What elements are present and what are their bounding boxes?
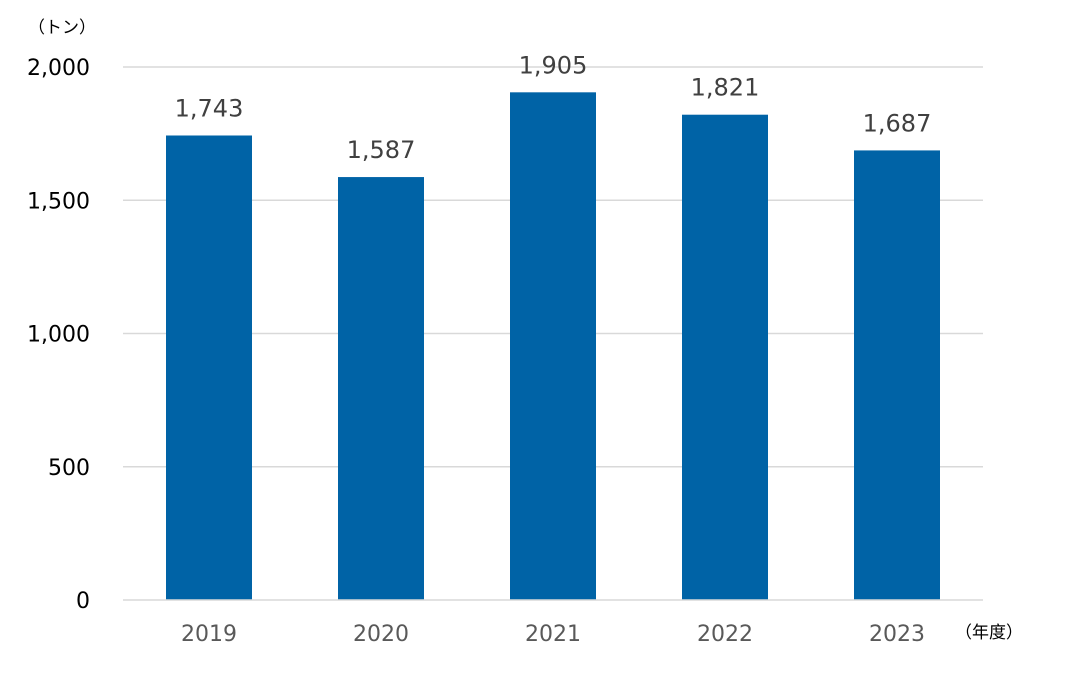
bar-2022: [682, 114, 768, 601]
x-tick-label-2020: 2020: [353, 622, 409, 647]
bar-2019: [166, 135, 252, 601]
bar-2023: [854, 150, 940, 601]
bars: [166, 92, 940, 601]
bar-2020: [338, 177, 424, 600]
x-axis-ticks: 2019 2020 2021 2022 2023: [181, 622, 925, 647]
data-label-2021: 1,905: [519, 51, 588, 79]
bar-2021: [510, 92, 596, 600]
x-tick-label-2019: 2019: [181, 622, 237, 647]
x-tick-label-2021: 2021: [525, 622, 581, 647]
x-axis-unit-label: （年度）: [955, 623, 1023, 643]
data-label-2020: 1,587: [347, 136, 416, 164]
data-label-2023: 1,687: [863, 109, 932, 137]
x-tick-label-2022: 2022: [697, 622, 753, 647]
y-tick-label: 2,000: [27, 56, 90, 81]
y-tick-label: 1,000: [27, 323, 90, 348]
data-labels: 1,743 1,587 1,905 1,821 1,687: [175, 51, 932, 164]
data-label-2019: 1,743: [175, 94, 244, 122]
y-tick-label: 1,500: [27, 189, 90, 214]
data-label-2022: 1,821: [691, 74, 760, 102]
x-tick-label-2023: 2023: [869, 622, 925, 647]
y-tick-label: 0: [76, 589, 90, 614]
y-axis-ticks: 0 500 1,000 1,500 2,000: [27, 56, 90, 614]
y-axis-unit-label: （トン）: [28, 18, 96, 38]
y-tick-label: 500: [48, 456, 90, 481]
